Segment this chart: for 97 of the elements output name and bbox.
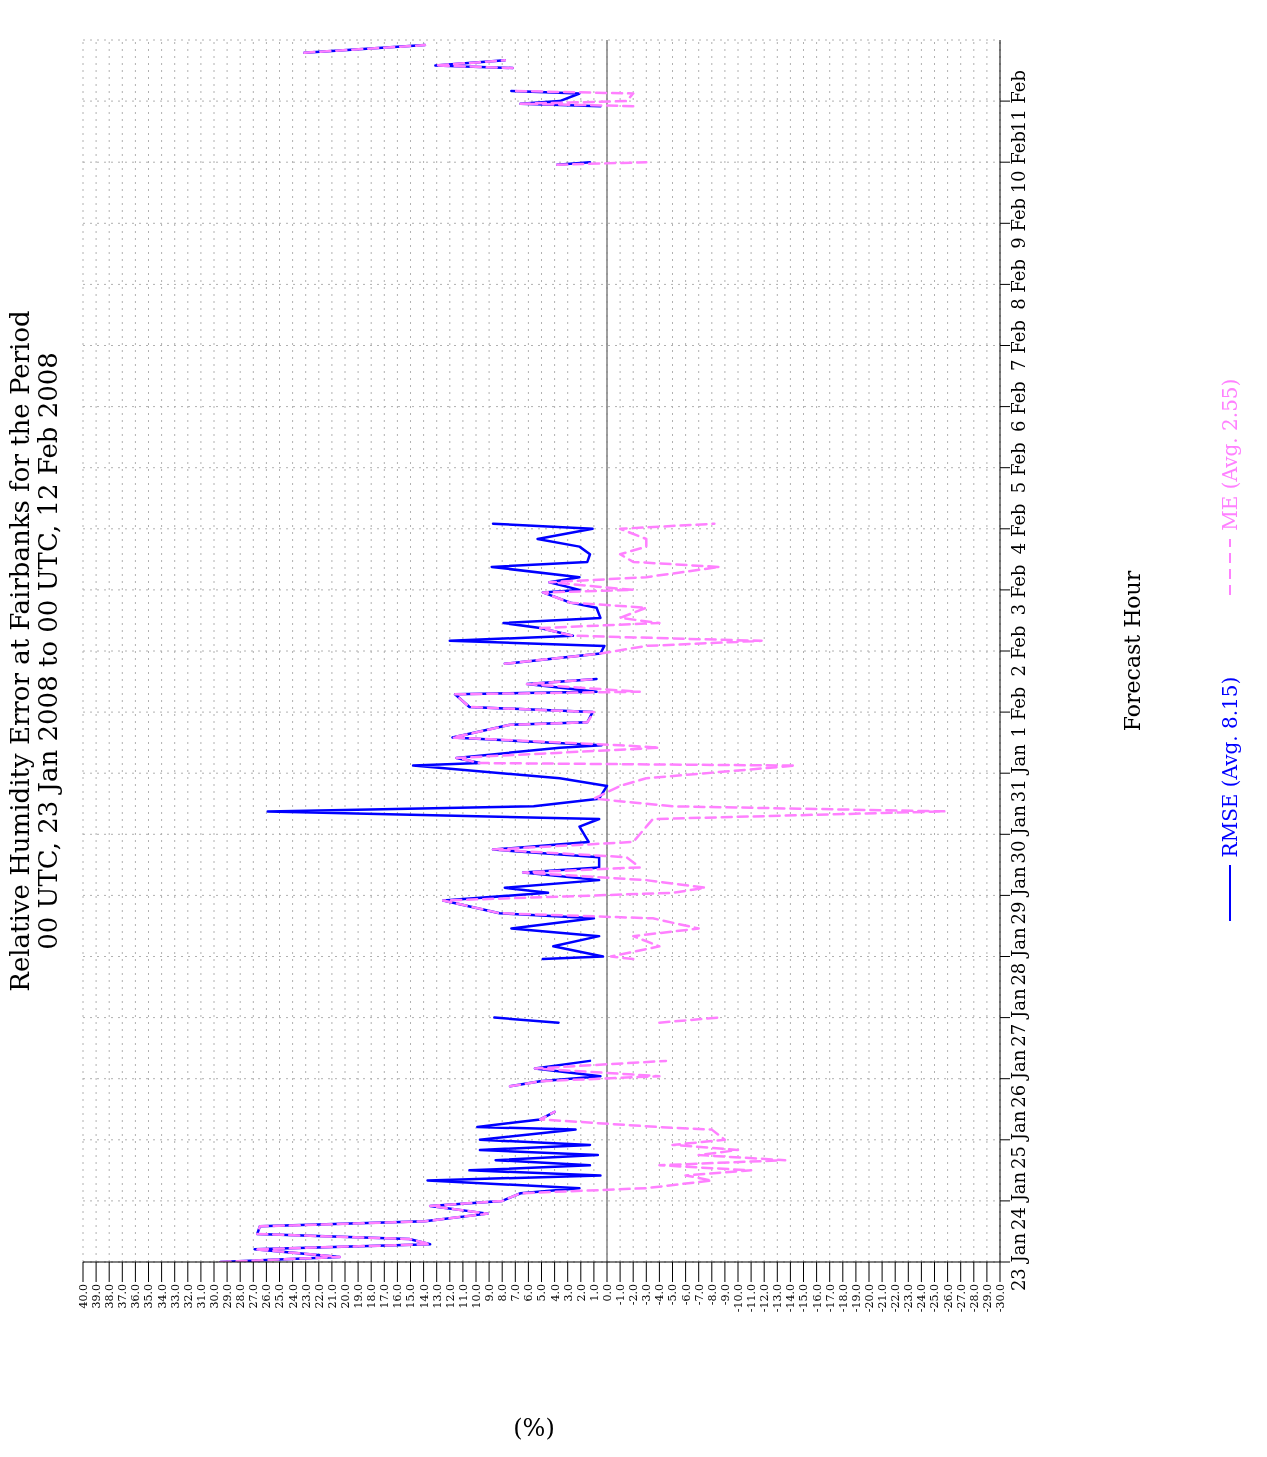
x-tick-label: -29.0 xyxy=(980,1284,994,1313)
x-tick-label: 1.0 xyxy=(587,1284,601,1302)
x-tick-label: -17.0 xyxy=(823,1284,837,1313)
x-tick-label: 13.0 xyxy=(430,1284,444,1309)
x-tick-label: -27.0 xyxy=(954,1284,968,1313)
x-tick-label: 23.0 xyxy=(299,1284,313,1309)
x-tick-label: -3.0 xyxy=(640,1284,654,1306)
y-tick-label: 3 Feb xyxy=(1007,564,1029,616)
x-tick-label: 2.0 xyxy=(574,1284,588,1302)
x-tick-label: -14.0 xyxy=(784,1284,798,1313)
x-tick-label: 27.0 xyxy=(247,1284,261,1309)
x-tick-label: 22.0 xyxy=(312,1284,326,1309)
x-tick-label: -30.0 xyxy=(993,1284,1007,1313)
x-tick-label: 21.0 xyxy=(325,1284,339,1309)
y-tick-label: 1 Feb xyxy=(1007,686,1029,738)
y-tick-label: 23 Jan xyxy=(1007,1232,1029,1292)
x-tick-label: -4.0 xyxy=(653,1284,667,1306)
y-tick-label: 26 Jan xyxy=(1007,1049,1029,1108)
y-tick-label: 29 Jan xyxy=(1007,865,1029,925)
x-tick-label: 7.0 xyxy=(509,1284,523,1302)
x-tick-label: 29.0 xyxy=(221,1284,235,1309)
y-tick-label: 10 Feb xyxy=(1007,131,1029,194)
y-axis-title: Forecast Hour xyxy=(1120,570,1145,732)
x-tick-label: -6.0 xyxy=(679,1284,693,1306)
x-tick-label: -5.0 xyxy=(666,1284,680,1306)
x-tick-label: 19.0 xyxy=(352,1284,366,1309)
x-tick-label: -20.0 xyxy=(862,1284,876,1313)
x-tick-label: -18.0 xyxy=(836,1284,850,1313)
y-tick-label: 24 Jan xyxy=(1007,1171,1029,1230)
x-tick-label: 20.0 xyxy=(338,1284,352,1309)
y-tick-label: 2 Feb xyxy=(1007,625,1029,677)
y-tick-label: 4 Feb xyxy=(1007,503,1029,555)
x-tick-label: -26.0 xyxy=(941,1284,955,1313)
x-tick-label: -13.0 xyxy=(771,1284,785,1313)
y-tick-label: 8 Feb xyxy=(1007,258,1029,310)
x-tick-label: 33.0 xyxy=(168,1284,182,1309)
y-tick-label: 30 Jan xyxy=(1007,804,1029,864)
x-tick-label: 16.0 xyxy=(391,1284,405,1309)
x-tick-label: 34.0 xyxy=(155,1284,169,1309)
x-tick-label: -21.0 xyxy=(876,1284,890,1313)
x-tick-label: -28.0 xyxy=(967,1284,981,1313)
y-tick-label: 11 Feb xyxy=(1007,69,1029,133)
x-tick-label: 38.0 xyxy=(103,1284,117,1309)
x-tick-label: 11.0 xyxy=(456,1284,470,1309)
x-axis-title: (%) xyxy=(513,1414,555,1443)
x-tick-label: -1.0 xyxy=(614,1284,628,1306)
x-tick-label: 6.0 xyxy=(522,1284,536,1302)
x-tick-label: 0.0 xyxy=(600,1284,614,1302)
x-tick-label: 40.0 xyxy=(76,1284,90,1309)
x-tick-label: 15.0 xyxy=(404,1284,418,1309)
x-tick-label: 5.0 xyxy=(535,1284,549,1302)
text: Relative Humidity Error at Fairbanks for the Period xyxy=(5,309,35,994)
x-tick-label: 18.0 xyxy=(365,1284,379,1309)
text: ME (Avg. 2.55) xyxy=(1218,378,1242,531)
x-tick-label: -15.0 xyxy=(797,1284,811,1313)
y-tick-label: 25 Jan xyxy=(1007,1110,1029,1169)
text: RMSE (Avg. 8.15) xyxy=(1218,676,1242,858)
y-tick-label: 9 Feb xyxy=(1007,197,1029,249)
x-tick-label: -22.0 xyxy=(889,1284,903,1313)
y-tick-label: 31 Jan xyxy=(1007,743,1029,803)
x-tick-label: -8.0 xyxy=(705,1284,719,1306)
x-tick-label: -11.0 xyxy=(745,1284,759,1313)
x-tick-label: 35.0 xyxy=(142,1284,156,1309)
x-tick-label: -2.0 xyxy=(627,1284,641,1306)
x-tick-label: 24.0 xyxy=(286,1284,300,1309)
x-tick-label: 4.0 xyxy=(548,1284,562,1302)
x-tick-label: 10.0 xyxy=(469,1284,483,1309)
x-tick-label: -25.0 xyxy=(928,1284,942,1313)
text: 00 UTC, 23 Jan 2008 to 00 UTC, 12 Feb 2008 xyxy=(33,351,63,952)
y-tick-label: 27 Jan xyxy=(1007,988,1029,1047)
x-tick-label: 8.0 xyxy=(496,1284,510,1302)
x-tick-label: 25.0 xyxy=(273,1284,287,1309)
x-tick-label: 17.0 xyxy=(378,1284,392,1309)
x-tick-label: 28.0 xyxy=(234,1284,248,1309)
y-tick-label: 28 Jan xyxy=(1007,927,1029,986)
y-tick-label: 7 Feb xyxy=(1007,320,1029,371)
x-tick-label: -12.0 xyxy=(758,1284,772,1313)
x-tick-label: 31.0 xyxy=(194,1284,208,1309)
x-tick-label: -19.0 xyxy=(849,1284,863,1313)
x-tick-label: 30.0 xyxy=(207,1284,221,1309)
x-tick-label: 39.0 xyxy=(90,1284,103,1309)
x-tick-label: 12.0 xyxy=(443,1284,457,1309)
x-tick-label: -16.0 xyxy=(810,1284,824,1313)
x-tick-label: 3.0 xyxy=(561,1284,575,1302)
x-tick-label: -9.0 xyxy=(718,1284,732,1306)
x-tick-label: -24.0 xyxy=(915,1284,929,1313)
x-tick-label: -23.0 xyxy=(902,1284,916,1313)
x-tick-label: 36.0 xyxy=(129,1284,143,1309)
x-tick-label: 9.0 xyxy=(483,1284,497,1302)
y-tick-label: 5 Feb xyxy=(1007,442,1029,494)
x-tick-label: 37.0 xyxy=(116,1284,130,1309)
x-tick-label: -7.0 xyxy=(692,1284,706,1306)
x-tick-label: 32.0 xyxy=(181,1284,195,1309)
x-tick-label: 14.0 xyxy=(417,1284,431,1309)
y-tick-label: 6 Feb xyxy=(1007,381,1029,433)
x-tick-label: -10.0 xyxy=(731,1284,745,1313)
x-tick-label: 26.0 xyxy=(260,1284,274,1309)
